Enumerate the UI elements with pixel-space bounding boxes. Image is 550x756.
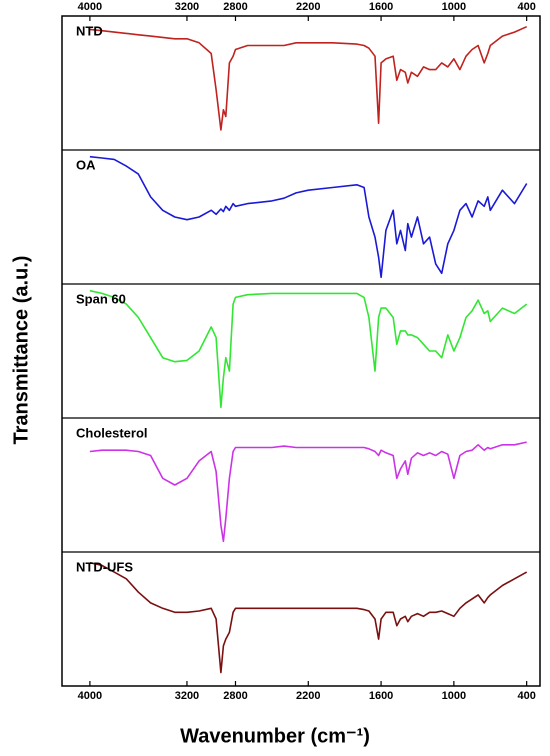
panel-label: NTD (76, 23, 103, 38)
panel-label: NTD-UFS (76, 559, 133, 574)
x-tick-label: 4000 (78, 690, 102, 702)
panel-label: Span 60 (76, 291, 126, 306)
spectrum-line (89, 441, 527, 543)
panel-label: OA (76, 157, 96, 172)
x-tick-label-top: 4000 (78, 1, 102, 13)
spectrum-line (89, 155, 528, 279)
x-tick-label: 2200 (296, 690, 320, 702)
x-tick-label-top: 3200 (175, 1, 199, 13)
x-tick-label: 400 (517, 690, 535, 702)
x-tick-label: 2800 (223, 690, 247, 702)
panel-label: Cholesterol (76, 425, 148, 440)
x-tick-label-top: 400 (517, 1, 535, 13)
spectrum-line (89, 289, 528, 409)
x-tick-label-top: 1000 (442, 1, 466, 13)
x-axis-title: Wavenumber (cm⁻¹) (180, 725, 370, 747)
spectrum-line (89, 561, 528, 674)
x-tick-label: 3200 (175, 690, 199, 702)
plot-frame (61, 15, 541, 687)
x-tick-label-top: 1600 (369, 1, 393, 13)
x-tick-label-top: 2200 (296, 1, 320, 13)
x-tick-label-top: 2800 (223, 1, 247, 13)
x-tick-label: 1000 (442, 690, 466, 702)
spectrum-line (89, 25, 528, 131)
y-axis-title: Transmittance (a.u.) (10, 256, 32, 445)
x-tick-label: 1600 (369, 690, 393, 702)
